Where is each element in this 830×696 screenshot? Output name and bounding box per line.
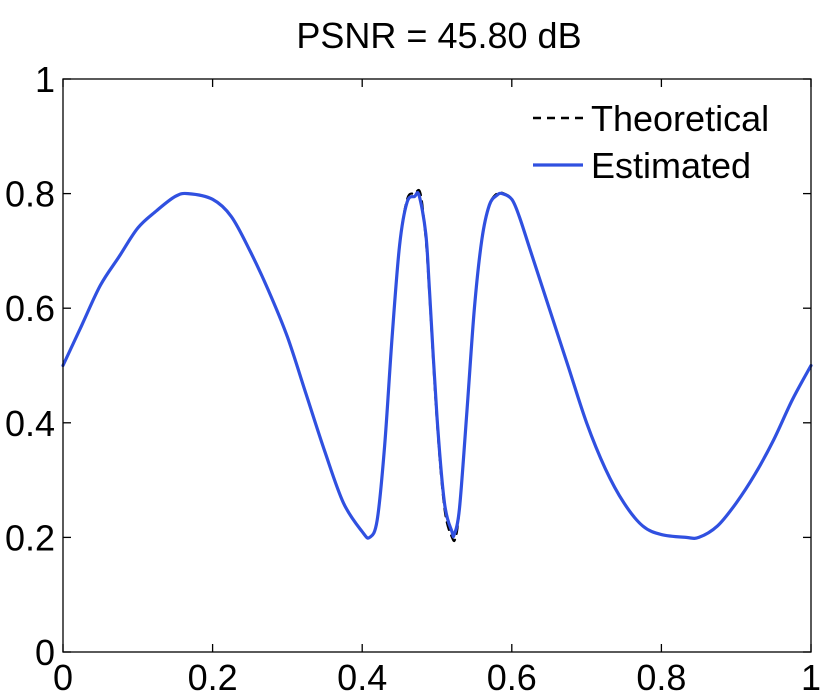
y-tick-label: 1: [35, 59, 55, 100]
chart-title: PSNR = 45.80 dB: [296, 15, 581, 56]
x-tick-label: 0.6: [487, 657, 537, 696]
x-tick-label: 1: [801, 657, 821, 696]
y-tick-label: 0.4: [5, 403, 55, 444]
x-tick-label: 0.8: [636, 657, 686, 696]
plot-area: [63, 79, 811, 652]
series-line-estimated: [61, 191, 813, 540]
legend-label-estimated: Estimated: [591, 145, 751, 186]
x-tick-label: 0.2: [188, 657, 238, 696]
x-tick-label: 0: [53, 657, 73, 696]
legend-label-theoretical: Theoretical: [591, 98, 769, 139]
plot-frame: [62, 78, 812, 653]
y-tick-label: 0.2: [5, 517, 55, 558]
y-tick-label: 0.8: [5, 174, 55, 215]
y-tick-label: 0.6: [5, 288, 55, 329]
x-tick-label: 0.4: [337, 657, 387, 696]
series-layer: [61, 188, 813, 543]
legend: Theoretical Estimated: [533, 98, 769, 186]
ticks-layer: 0 0.2 0.4 0.6 0.8 1 0 0.2 0.4 0.6 0.8 1: [5, 59, 821, 696]
y-tick-label: 0: [35, 632, 55, 673]
